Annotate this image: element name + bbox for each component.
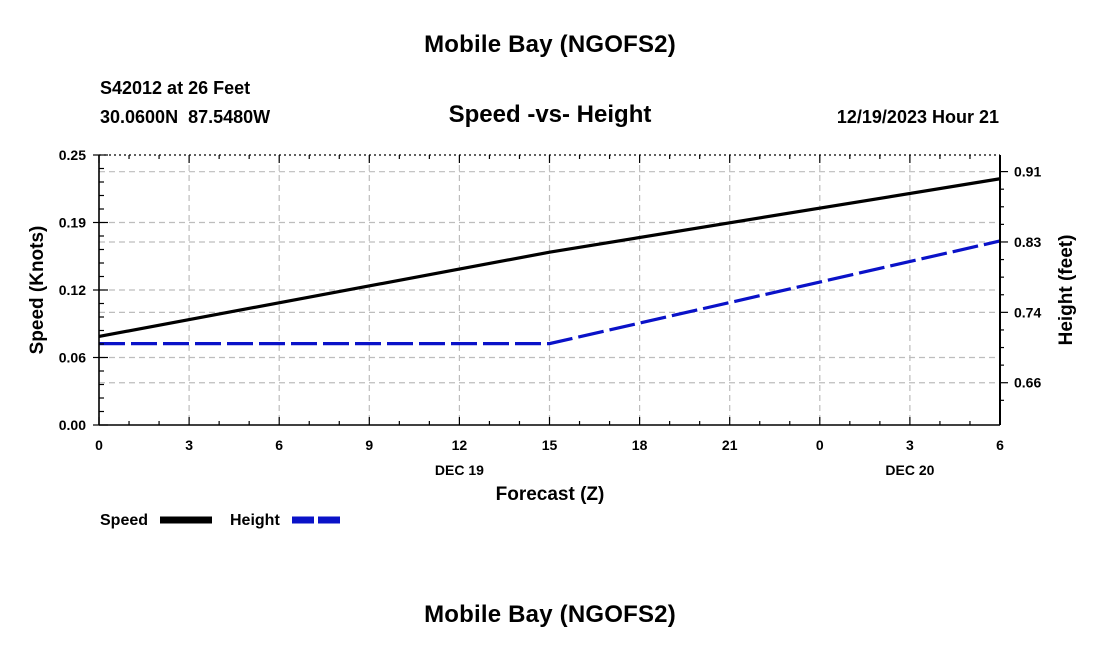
y-tick-label: 0.19 <box>59 215 86 231</box>
x-day-label: DEC 20 <box>885 462 934 478</box>
y2-axis-title: Height (feet) <box>1056 235 1077 346</box>
axes: 0 3 6 9 12 15 18 21 0 3 6 DEC 19 DEC 20 0.00 0.06 0.12 0… <box>59 147 1042 478</box>
chart-subtitle: Speed -vs- Height <box>448 101 652 128</box>
y-tick-label: 0.06 <box>59 350 86 366</box>
series-lines <box>98 177 1001 346</box>
y-tick-label: 0.12 <box>59 282 86 298</box>
forecast-date-label: 12/19/2023 Hour 21 <box>836 107 999 127</box>
x-axis-title: Forecast (Z) <box>496 484 605 505</box>
chart-main-title: Mobile Bay (NGOFS2) <box>424 31 676 58</box>
x-tick-label: 0 <box>816 437 824 453</box>
x-tick-label: 6 <box>275 437 283 453</box>
y2-tick-label: 0.66 <box>1014 375 1041 391</box>
footer-title: Mobile Bay (NGOFS2) <box>424 601 676 628</box>
x-tick-label: 12 <box>452 437 468 453</box>
legend-label-speed: Speed <box>100 512 148 529</box>
speed-height-chart: 0 3 6 9 12 15 18 21 0 3 6 DEC 19 DEC 20 0.00 0.06 0.12 0… <box>27 147 1077 529</box>
y2-tick-label: 0.91 <box>1014 164 1041 180</box>
y2-tick-label: 0.74 <box>1014 304 1041 320</box>
y-axis-title: Speed (Knots) <box>27 226 48 355</box>
station-label: S42012 at 26 Feet <box>100 78 251 98</box>
x-tick-label: 9 <box>365 437 373 453</box>
y2-tick-label: 0.83 <box>1014 234 1041 250</box>
x-tick-label: 3 <box>906 437 914 453</box>
y-tick-label: 0.00 <box>59 417 86 433</box>
coordinates-label: 30.0600N 87.5480W <box>100 107 271 127</box>
legend: Speed Height <box>100 512 344 529</box>
x-day-label: DEC 19 <box>435 462 484 478</box>
x-tick-label: 3 <box>185 437 193 453</box>
x-tick-label: 21 <box>722 437 738 453</box>
grid-lines <box>99 155 1000 425</box>
x-tick-label: 18 <box>632 437 648 453</box>
legend-label-height: Height <box>230 512 280 529</box>
x-tick-label: 0 <box>95 437 103 453</box>
series-line-height <box>99 239 1001 346</box>
x-tick-label: 6 <box>996 437 1004 453</box>
series-line-speed <box>98 177 1001 339</box>
y-tick-label: 0.25 <box>59 147 86 163</box>
x-tick-label: 15 <box>542 437 558 453</box>
